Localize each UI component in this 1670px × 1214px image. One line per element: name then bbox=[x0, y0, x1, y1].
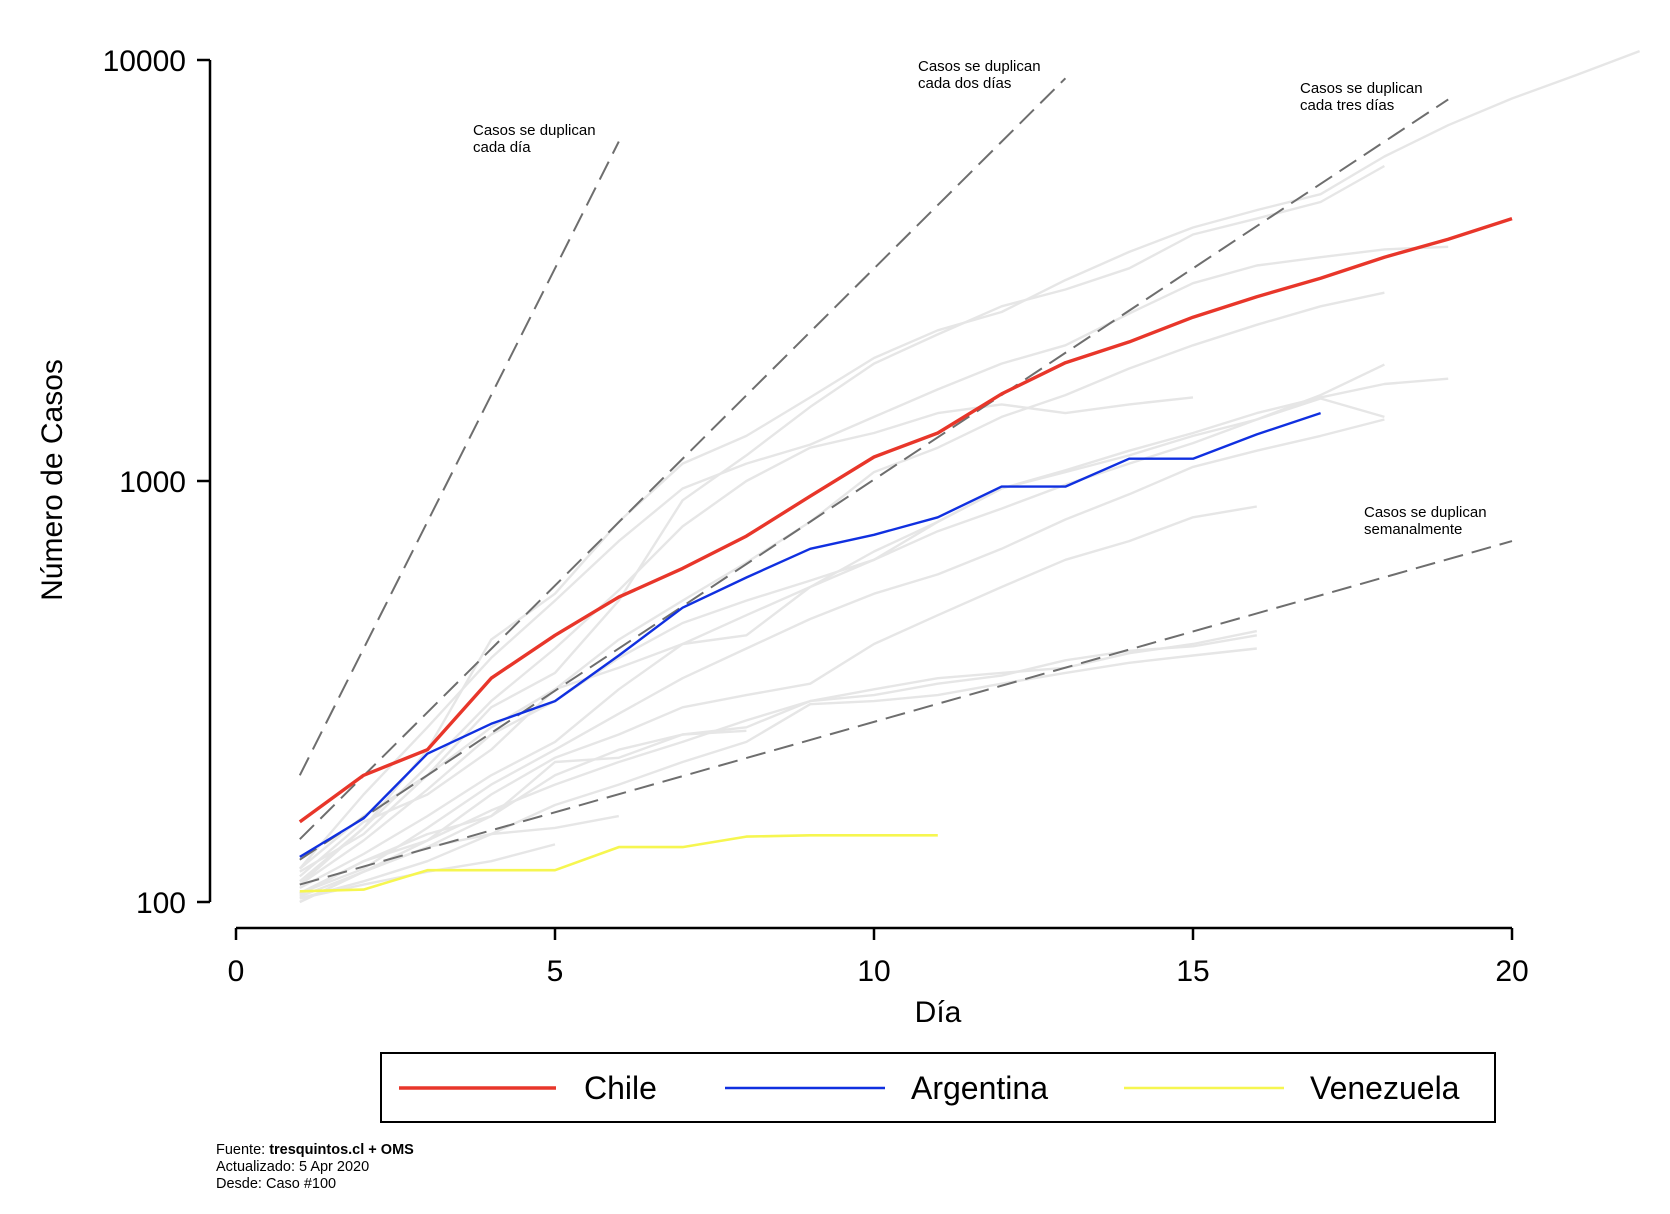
reference-annotation: Casos se duplican cada tres días bbox=[1300, 80, 1423, 114]
x-tick-label: 0 bbox=[228, 955, 245, 988]
legend-label-chile: Chile bbox=[584, 1070, 657, 1106]
reference-line bbox=[299, 98, 1449, 861]
y-axis-title: Número de Casos bbox=[36, 359, 69, 601]
background-series-line bbox=[299, 647, 1257, 900]
background-series-line bbox=[298, 245, 1449, 870]
background-series-line bbox=[299, 397, 1385, 889]
y-ticks-group: 100 1000 10000 bbox=[103, 45, 210, 920]
annotation-line: Casos se duplican bbox=[918, 58, 1041, 75]
y-tick-label: 1000 bbox=[119, 466, 186, 499]
legend-box bbox=[380, 1052, 1496, 1123]
annotation-line: cada día bbox=[473, 139, 531, 156]
background-series-line bbox=[299, 291, 1385, 870]
x-tick-label: 5 bbox=[547, 955, 564, 988]
x-ticks-group: 0 5 10 15 20 bbox=[228, 928, 1529, 988]
background-series-line bbox=[299, 814, 620, 904]
background-series-line bbox=[299, 729, 747, 895]
series-line-chile bbox=[298, 216, 1513, 824]
x-axis-title: Día bbox=[915, 996, 962, 1029]
y-tick-label: 100 bbox=[136, 887, 186, 920]
footer-since: Desde: Caso #100 bbox=[216, 1176, 337, 1192]
background-series-line bbox=[299, 634, 1258, 904]
background-series-line bbox=[299, 418, 1385, 895]
reference-annotation: Casos se duplican semanalmente bbox=[1364, 504, 1487, 538]
axes-group bbox=[208, 60, 1512, 930]
background-series-line bbox=[299, 164, 1385, 873]
annotation-line: semanalmente bbox=[1364, 521, 1462, 538]
footer-updated: Actualizado: 5 Apr 2020 bbox=[216, 1159, 370, 1175]
annotation-line: cada tres días bbox=[1300, 97, 1394, 114]
y-tick-label: 10000 bbox=[103, 45, 186, 78]
annotation-line: Casos se duplican bbox=[1300, 80, 1423, 97]
background-series-line bbox=[299, 363, 1385, 878]
annotation-line: Casos se duplican bbox=[1364, 504, 1487, 521]
series-line-argentina bbox=[299, 411, 1321, 858]
legend-label-argentina: Argentina bbox=[911, 1070, 1048, 1106]
reference-line bbox=[298, 141, 620, 776]
footer-source: Fuente: tresquintos.cl + OMS bbox=[216, 1142, 414, 1158]
annotation-line: Casos se duplican bbox=[473, 122, 596, 139]
x-tick-label: 10 bbox=[857, 955, 890, 988]
background-series-line bbox=[299, 505, 1258, 896]
x-tick-label: 20 bbox=[1495, 955, 1528, 988]
highlighted-series-group bbox=[298, 216, 1513, 893]
reference-annotation: Casos se duplican cada día bbox=[473, 122, 596, 156]
series-line-venezuela bbox=[299, 833, 938, 893]
background-series-line bbox=[299, 49, 1641, 886]
legend: Chile Argentina Venezuela bbox=[380, 1052, 1496, 1123]
annotation-line: cada dos días bbox=[918, 75, 1011, 92]
background-series-group bbox=[298, 49, 1641, 904]
x-tick-label: 15 bbox=[1176, 955, 1209, 988]
reference-annotation: Casos se duplican cada dos días bbox=[918, 58, 1041, 92]
reference-line bbox=[299, 540, 1513, 886]
legend-label-venezuela: Venezuela bbox=[1310, 1070, 1460, 1106]
reference-lines-group bbox=[298, 77, 1513, 886]
background-series-line bbox=[299, 396, 1194, 883]
reference-line bbox=[299, 77, 1067, 840]
footer: Fuente: tresquintos.cl + OMS Actualizado… bbox=[216, 1142, 414, 1193]
